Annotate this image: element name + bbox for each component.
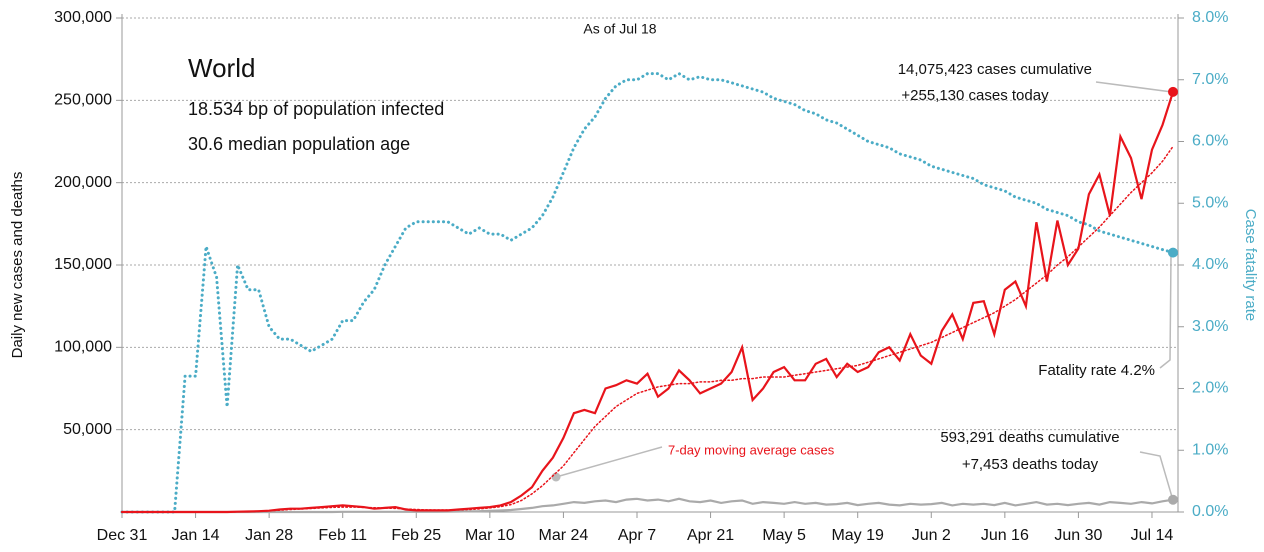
y-tick-label: 200,000 [54, 174, 112, 191]
leader-lines [555, 81, 1173, 498]
annotation: 18.534 bp of population infected [188, 99, 444, 119]
leader-line [1139, 451, 1173, 498]
chart-subtitle: As of Jul 18 [583, 21, 656, 37]
end-dot [1168, 494, 1178, 505]
end-dot [1168, 86, 1178, 97]
x-tick-label: Jan 28 [245, 527, 293, 544]
y-tick-label: 150,000 [54, 256, 112, 273]
x-tick-label: May 19 [831, 527, 884, 544]
y-tick-label: 300,000 [54, 9, 112, 26]
annotation: 593,291 deaths cumulative [940, 429, 1119, 446]
y2-tick-label: 6.0% [1192, 133, 1228, 150]
x-tick-label: Mar 24 [539, 527, 589, 544]
x-tick-label: Feb 11 [318, 527, 367, 544]
x-tick-label: Apr 7 [618, 527, 656, 544]
series-line [120, 71, 1175, 514]
x-tick-label: Jul 14 [1131, 527, 1174, 544]
y-tick-label: 50,000 [63, 421, 112, 438]
y-tick-label: 100,000 [54, 339, 112, 356]
y2-tick-label: 3.0% [1192, 318, 1228, 335]
x-tick-label: May 5 [762, 527, 806, 544]
y2-tick-label: 1.0% [1192, 441, 1228, 458]
x-tick-label: Jan 14 [172, 527, 220, 544]
x-tick-label: Jun 30 [1054, 527, 1102, 544]
x-tick-label: Feb 25 [391, 527, 441, 544]
x-tick-label: Jun 16 [981, 527, 1029, 544]
leader-line [1159, 255, 1172, 369]
y2-tick-label: 7.0% [1192, 71, 1228, 88]
y2-tick-label: 0.0% [1192, 503, 1228, 520]
y2-tick-label: 4.0% [1192, 256, 1228, 273]
x-tick-label: Dec 31 [97, 527, 148, 544]
annotation: 14,075,423 cases cumulative [898, 61, 1092, 78]
x-tick-label: Mar 10 [465, 527, 515, 544]
y2-axis-title: Case fatality rate [1242, 209, 1259, 322]
y2-tick-label: 2.0% [1192, 380, 1228, 397]
y-tick-label: 250,000 [54, 92, 112, 109]
leader-line [555, 446, 663, 478]
annotation: 30.6 median population age [188, 134, 410, 154]
annotation: +7,453 deaths today [962, 456, 1099, 473]
y2-tick-label: 5.0% [1192, 194, 1228, 211]
leader-line [1095, 81, 1173, 93]
chart-title: World [188, 53, 255, 83]
annotation: 7-day moving average cases [668, 442, 835, 457]
annotation: +255,130 cases today [901, 87, 1049, 104]
x-tick-label: Apr 21 [687, 527, 734, 544]
end-dot [1168, 247, 1178, 258]
series-line [120, 497, 1175, 514]
y2-tick-label: 8.0% [1192, 9, 1228, 26]
y-axis-title: Daily new cases and deaths [9, 172, 26, 359]
annotation: Fatality rate 4.2% [1038, 362, 1155, 379]
series-line [120, 90, 1175, 514]
x-tick-label: Jun 2 [912, 527, 951, 544]
